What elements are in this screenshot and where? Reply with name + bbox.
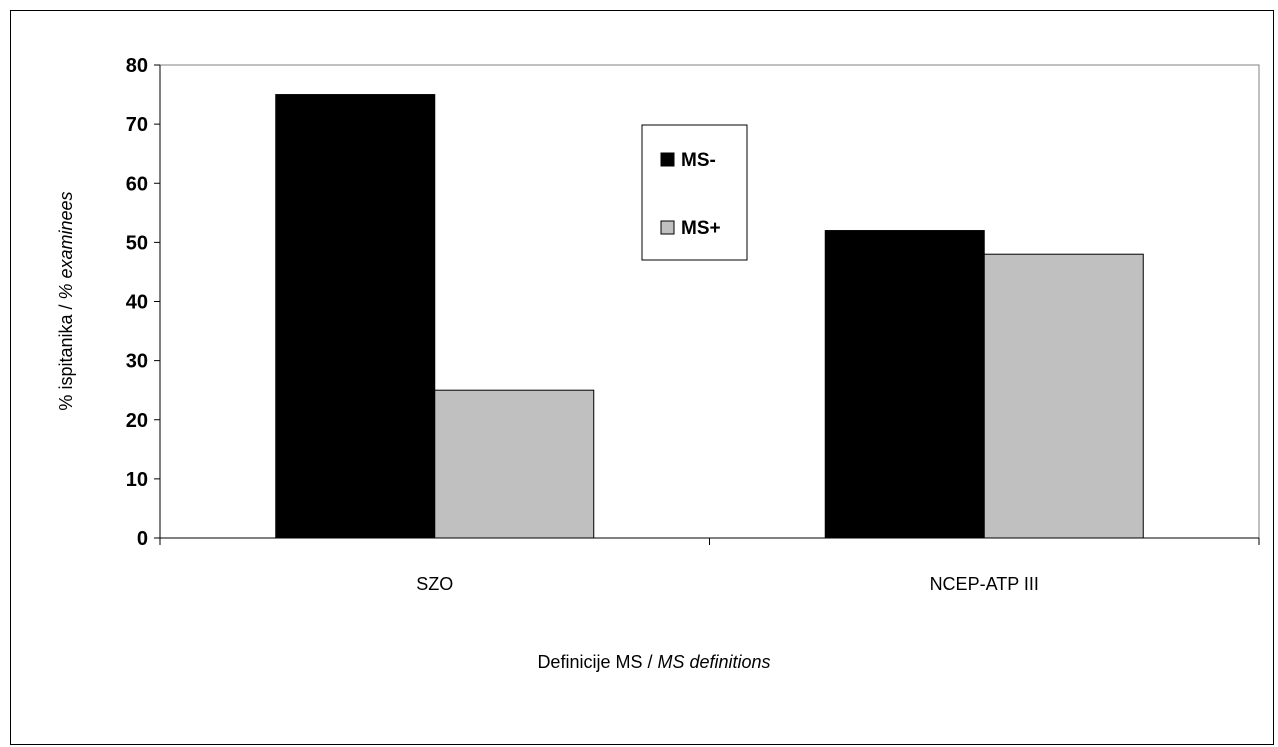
y-tick-label: 80	[126, 55, 148, 77]
y-axis-title-plain: % ispitanika /	[56, 300, 76, 411]
y-axis-title-italic: % examinees	[56, 191, 76, 299]
y-ticks-group: 0 10 20 30 40 50 60 70 80	[126, 55, 160, 550]
y-tick-label: 50	[126, 232, 148, 254]
y-tick-label: 40	[126, 292, 148, 314]
y-tick-label: 0	[137, 528, 148, 550]
legend-label-ms-plus: MS+	[681, 218, 721, 239]
bar-ms-minus-0	[275, 94, 436, 539]
y-tick-label: 20	[126, 410, 148, 432]
x-category-label: NCEP-ATP III	[930, 574, 1039, 594]
legend-box	[641, 124, 748, 261]
x-axis-title-plain: Definicije MS /	[537, 652, 657, 672]
x-axis-title-italic: MS definitions	[657, 652, 770, 672]
y-axis-title: % ispitanika / % examinees	[56, 191, 76, 410]
legend-swatch-ms-minus	[660, 152, 675, 167]
legend-swatch-ms-plus	[660, 220, 675, 235]
y-tick-label: 70	[126, 114, 148, 136]
x-ticks-group: SZO NCEP-ATP III	[159, 538, 1260, 594]
bar-ms-plus-0	[434, 389, 595, 539]
legend: MS- MS+	[641, 124, 748, 261]
x-axis-title: Definicije MS / MS definitions	[537, 652, 770, 672]
x-category-label: SZO	[416, 574, 453, 594]
bar-ms-plus-1	[983, 253, 1144, 539]
y-tick-label: 30	[126, 351, 148, 373]
y-tick-label: 10	[126, 469, 148, 491]
bar-ms-minus-1	[824, 230, 985, 539]
bars-group	[275, 94, 1144, 539]
y-tick-label: 60	[126, 173, 148, 195]
legend-label-ms-minus: MS-	[681, 150, 716, 171]
